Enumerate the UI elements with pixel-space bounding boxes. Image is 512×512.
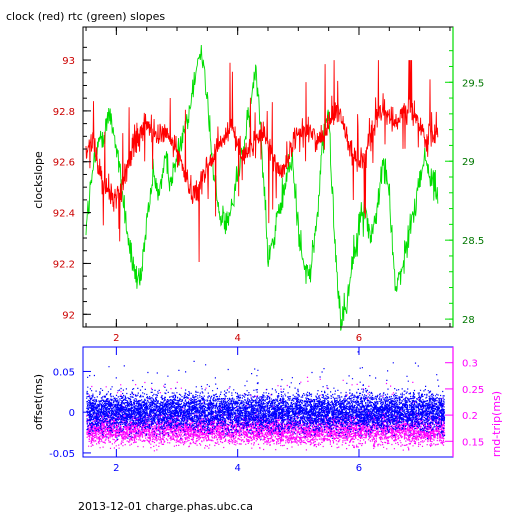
right-tick-label: 28.5 <box>462 236 484 247</box>
right-tick-label: 29.5 <box>462 78 484 89</box>
bottom-left-tick-label: 0.05 <box>53 367 75 378</box>
top-panel: 92 92.2 92.4 92.6 92.8 93 28 28.5 29 29.5 2 4 6 cl… <box>32 26 484 344</box>
left-tick-label: 92.4 <box>53 209 75 220</box>
top-right-axis: 28 28.5 29 29.5 <box>445 27 484 327</box>
left-tick-label: 92 <box>62 310 75 321</box>
bottom-series-layer <box>86 351 446 452</box>
top-left-axis: 92 92.2 92.4 92.6 92.8 93 <box>53 46 91 321</box>
top-series-layer <box>85 44 439 331</box>
x-tick-label: 4 <box>234 333 240 344</box>
bottom-left-tick-label: 0 <box>69 408 75 419</box>
bottom-x-tick-label: 4 <box>234 463 240 474</box>
bottom-right-tick-label: 0.3 <box>462 359 478 370</box>
offset-scatter <box>86 351 446 441</box>
bottom-left-axis: -0.05 0 0.05 <box>49 367 91 460</box>
right-tick-label: 29 <box>462 157 475 168</box>
bottom-ylabel: offset(ms) <box>32 374 45 430</box>
left-tick-label: 92.6 <box>53 158 75 169</box>
left-tick-label: 92.8 <box>53 107 75 118</box>
top-ylabel: clockslope <box>32 151 45 209</box>
bottom-x-tick-label: 2 <box>113 463 119 474</box>
chart-title: clock (red) rtc (green) slopes <box>6 10 165 23</box>
top-x-axis: 2 4 6 <box>85 27 451 344</box>
left-tick-label: 92.2 <box>53 259 75 270</box>
clock-series-line <box>85 60 439 263</box>
left-tick-label: 93 <box>62 56 75 67</box>
bottom-right-tick-label: 0.2 <box>462 411 478 422</box>
bottom-panel: -0.05 0 0.05 0.15 0.2 0.25 0.3 2 4 6 offset(ms)… <box>32 346 503 474</box>
bottom-left-tick-label: -0.05 <box>49 449 75 460</box>
footer-text: 2013-12-01 charge.phas.ubc.ca <box>78 500 253 512</box>
bottom-x-axis: 2 4 6 <box>113 347 362 474</box>
bottom-right-axis: 0.15 0.2 0.25 0.3 <box>445 347 484 457</box>
rtc-series-line <box>85 44 439 331</box>
bottom-right-tick-label: 0.15 <box>462 437 484 448</box>
bottom-x-tick-label: 6 <box>356 463 362 474</box>
right-tick-label: 28 <box>462 315 475 326</box>
x-tick-label: 6 <box>356 333 362 344</box>
x-tick-label: 2 <box>113 333 119 344</box>
bottom-y2label: rnd-trip(ms) <box>490 391 503 457</box>
bottom-right-tick-label: 0.25 <box>462 385 484 396</box>
